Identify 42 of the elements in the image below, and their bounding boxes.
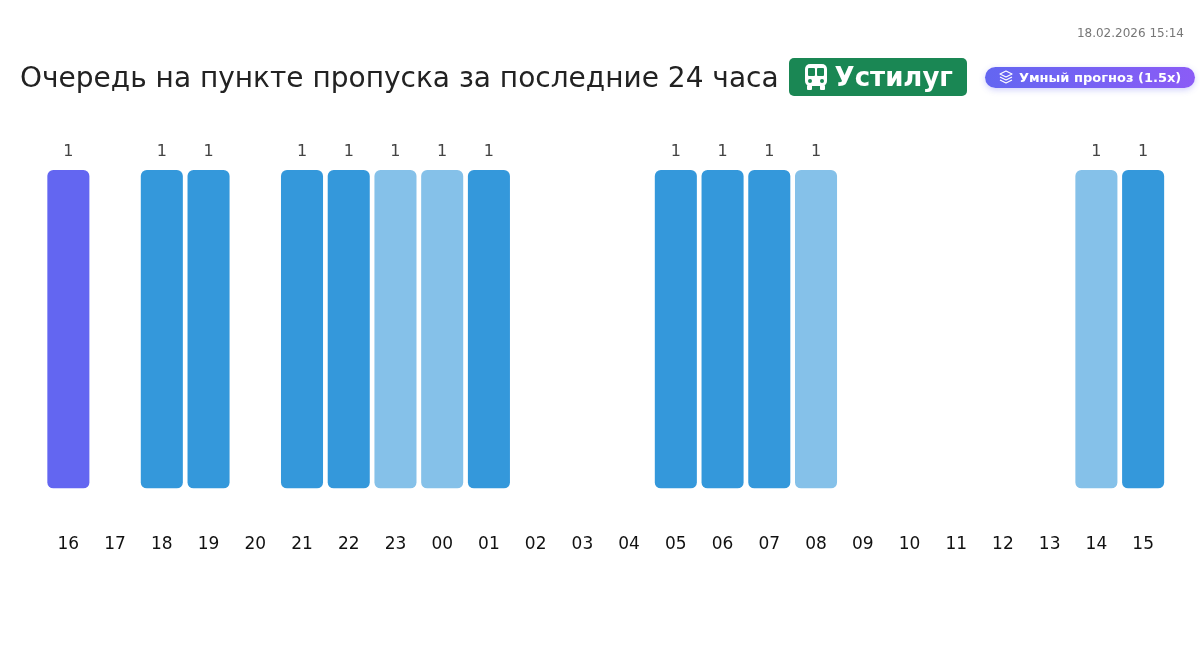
x-tick-label: 19 — [197, 533, 220, 554]
data-label: 1 — [296, 141, 308, 161]
data-label: 1 — [156, 141, 167, 161]
chart-title: Очередь на пункте пропуска за последние 24 часа — [20, 60, 779, 94]
x-tick-label: 03 — [571, 533, 594, 554]
x-tick-label: 16 — [57, 533, 80, 554]
x-tick-label: 07 — [758, 533, 781, 554]
x-tick-label: 23 — [384, 533, 407, 554]
x-tick-label: 10 — [898, 533, 921, 554]
x-tick-label: 11 — [945, 533, 968, 554]
x-tick-label: 04 — [618, 533, 640, 554]
x-tick-label: 15 — [1132, 533, 1154, 554]
x-tick-label: 22 — [337, 533, 360, 554]
chart-subtitle: Устилуг — [834, 62, 953, 92]
x-tick-label: 20 — [244, 533, 267, 554]
text: 18.02.2026 15:14 — [1076, 26, 1184, 40]
data-label: 1 — [810, 141, 822, 161]
x-tick-label: 05 — [665, 533, 687, 554]
data-label: 1 — [203, 141, 214, 161]
data-label: 1 — [670, 141, 681, 161]
x-tick-label: 01 — [478, 533, 500, 554]
data-label: 1 — [343, 141, 354, 161]
x-tick-label: 17 — [104, 533, 126, 554]
x-tick-label: 18 — [151, 533, 173, 554]
data-label: 1 — [437, 141, 448, 161]
x-tick-label: 21 — [291, 533, 313, 554]
x-tick-label: 02 — [524, 533, 547, 554]
x-tick-label: 14 — [1085, 533, 1108, 554]
data-label: 1 — [764, 141, 775, 161]
x-tick-label: 09 — [851, 533, 874, 554]
data-label: 1 — [717, 141, 728, 161]
data-label: 1 — [1091, 141, 1102, 161]
x-tick-label: 13 — [1038, 533, 1061, 554]
data-label: 1 — [1138, 141, 1149, 161]
data-label: 1 — [483, 141, 495, 161]
x-tick-label: 08 — [805, 533, 827, 554]
data-label: 1 — [63, 141, 74, 161]
x-tick-label: 00 — [431, 533, 454, 554]
text: Умный прогноз (1.5x) — [1018, 69, 1182, 85]
x-tick-label: 12 — [992, 533, 1014, 554]
data-label: 1 — [390, 141, 401, 161]
x-tick-label: 06 — [711, 533, 734, 554]
